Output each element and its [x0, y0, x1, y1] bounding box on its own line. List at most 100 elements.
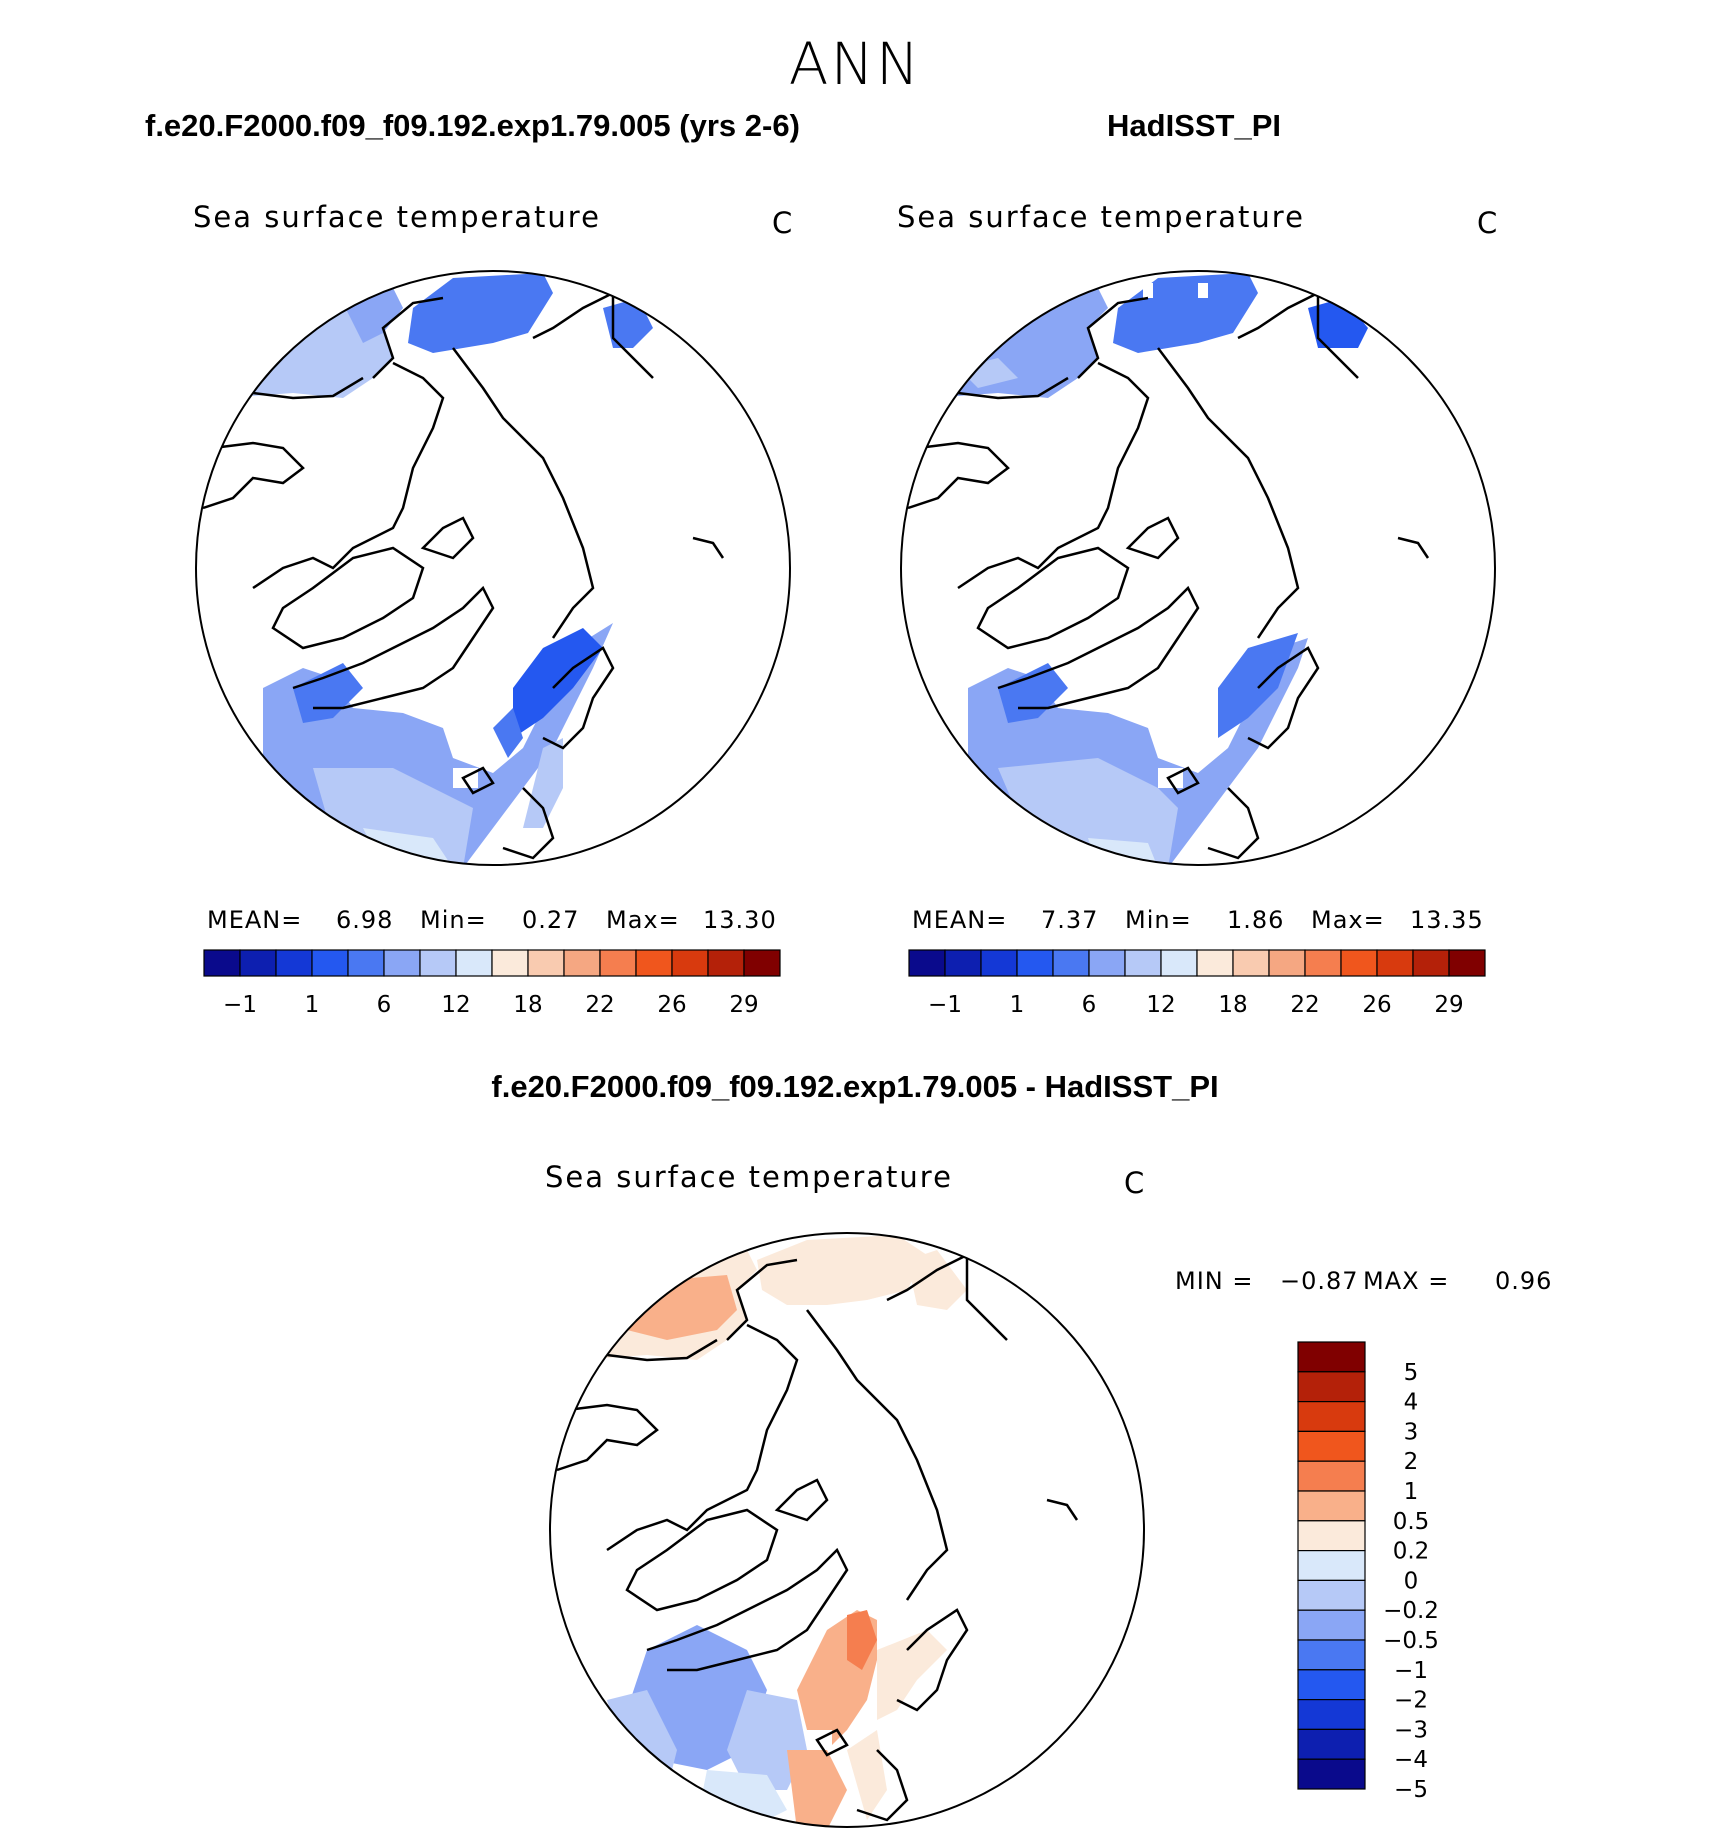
panel2-colorbar: −1 1 6 12 18 22 26 29 [908, 949, 1486, 1018]
diff-colorbar-swatch [1297, 1550, 1366, 1582]
diff-colorbar-tick-label: 0 [1404, 1568, 1419, 1594]
panel1-colorbar-tick-label: 12 [441, 992, 470, 1018]
panel1-colorbar-swatch [347, 949, 385, 977]
diff-max: 0.96 [1495, 1267, 1553, 1295]
panel2-map [900, 270, 1496, 866]
diff-min-label: MIN = [1175, 1267, 1254, 1295]
diff-colorbar-tick-label: 4 [1404, 1390, 1419, 1416]
panel1-colorbar-swatch [671, 949, 709, 977]
panel2-units: C [1477, 206, 1498, 240]
diff-colorbar-tick-label: 5 [1404, 1360, 1419, 1386]
panel2-colorbar-swatch [1088, 949, 1126, 977]
panel2-colorbar-swatch [1268, 949, 1306, 977]
panel1-colorbar-tick-label: 29 [729, 992, 758, 1018]
diff-colorbar-tick-label: −2 [1394, 1688, 1428, 1714]
diff-colorbar-swatch [1297, 1639, 1366, 1671]
diff-colorbar-tick-label: 2 [1404, 1449, 1419, 1475]
panel1-colorbar-tick-label: 22 [585, 992, 614, 1018]
panel2-colorbar-tick-label: 6 [1082, 992, 1097, 1018]
panel1-colorbar-swatch [239, 949, 277, 977]
panel2-max: 13.35 [1410, 906, 1484, 934]
panel2-colorbar-swatch [1412, 949, 1450, 977]
panel2-max-label: Max= [1311, 906, 1385, 934]
panel2-colorbar-tick-label: 18 [1218, 992, 1247, 1018]
panel2-colorbar-swatch [980, 949, 1018, 977]
diff-max-label: MAX = [1363, 1267, 1450, 1295]
diff-colorbar-tick-label: −1 [1394, 1658, 1428, 1684]
panel1-colorbar-swatch [275, 949, 313, 977]
panel2-colorbar-swatch [1448, 949, 1486, 977]
panel1-units: C [772, 206, 793, 240]
panel2-mean: 7.37 [1041, 906, 1099, 934]
diff-units: C [1124, 1166, 1145, 1200]
diff-colorbar-swatch [1297, 1579, 1366, 1611]
panel1-colorbar-swatch [419, 949, 457, 977]
panel1-title: f.e20.F2000.f09_f09.192.exp1.79.005 (yrs… [145, 108, 800, 143]
diff-variable: Sea surface temperature [545, 1160, 953, 1194]
season-title: ANN [788, 30, 922, 98]
panel2-colorbar-tick-label: 22 [1290, 992, 1319, 1018]
panel2-colorbar-tick-label: 26 [1362, 992, 1391, 1018]
panel1-max: 13.30 [703, 906, 777, 934]
panel1-colorbar-swatch [455, 949, 493, 977]
panel1-colorbar-swatch [563, 949, 601, 977]
panel2-colorbar-tick-label: −1 [928, 992, 962, 1018]
diff-colorbar-tick-label: −5 [1394, 1777, 1428, 1803]
panel2-colorbar-swatch [944, 949, 982, 977]
panel2-colorbar-swatch [1124, 949, 1162, 977]
panel1-colorbar-tick-label: 18 [513, 992, 542, 1018]
panel1-colorbar-swatch [635, 949, 673, 977]
diff-colorbar-tick-label: 0.5 [1393, 1509, 1430, 1535]
panel1-colorbar-swatch [743, 949, 781, 977]
diff-colorbar-tick-label: −0.2 [1383, 1598, 1439, 1624]
panel1-colorbar-swatch [491, 949, 529, 977]
panel2-colorbar-swatch [1232, 949, 1270, 977]
panel1-variable: Sea surface temperature [193, 200, 601, 234]
panel2-colorbar-tick-label: 12 [1146, 992, 1175, 1018]
panel1-colorbar-tick-label: 1 [305, 992, 320, 1018]
diff-colorbar-tick-label: 3 [1404, 1419, 1419, 1445]
panel2-colorbar-swatch [1340, 949, 1378, 977]
diff-colorbar-swatch [1297, 1699, 1366, 1731]
panel2-colorbar-swatch [1052, 949, 1090, 977]
panel1-mean: 6.98 [336, 906, 394, 934]
diff-colorbar-swatch [1297, 1728, 1366, 1760]
panel2-colorbar-swatch [1016, 949, 1054, 977]
panel1-colorbar-swatch [599, 949, 637, 977]
diff-colorbar-swatch [1297, 1460, 1366, 1492]
panel1-max-label: Max= [606, 906, 680, 934]
diff-colorbar-swatch [1297, 1430, 1366, 1462]
panel1-colorbar-swatch [383, 949, 421, 977]
panel1-colorbar: −1 1 6 12 18 22 26 29 [203, 949, 781, 1018]
panel1-colorbar-swatch [311, 949, 349, 977]
panel1-colorbar-tick-label: −1 [223, 992, 257, 1018]
diff-title: f.e20.F2000.f09_f09.192.exp1.79.005 - Ha… [491, 1069, 1219, 1104]
panel2-colorbar-tick-label: 29 [1434, 992, 1463, 1018]
panel2-colorbar-swatch [1304, 949, 1342, 977]
diff-colorbar-swatch [1297, 1341, 1366, 1373]
panel1-colorbar-swatch [527, 949, 565, 977]
panel2-min: 1.86 [1227, 906, 1285, 934]
panel1-colorbar-swatch [707, 949, 745, 977]
panel2-colorbar-tick-label: 1 [1010, 992, 1025, 1018]
diff-colorbar-swatch [1297, 1669, 1366, 1701]
diff-colorbar-swatch [1297, 1400, 1366, 1432]
panel1-colorbar-tick-label: 6 [377, 992, 392, 1018]
panel1-colorbar-tick-label: 26 [657, 992, 686, 1018]
panel2-colorbar-swatch [1196, 949, 1234, 977]
diff-colorbar-swatch [1297, 1371, 1366, 1403]
panel2-colorbar-swatch [1160, 949, 1198, 977]
panel1-min-label: Min= [420, 906, 487, 934]
panel2-variable: Sea surface temperature [897, 200, 1305, 234]
panel2-mean-label: MEAN= [912, 906, 1008, 934]
diff-colorbar-tick-label: 1 [1404, 1479, 1419, 1505]
panel2-colorbar-swatch [908, 949, 946, 977]
panel1-mean-label: MEAN= [207, 906, 303, 934]
diff-colorbar-tick-label: −4 [1394, 1747, 1428, 1773]
diff-colorbar: 5 4 3 2 1 0.5 0.2 0 −0.2 −0.5 −1 −2 −3 −4 −5 [1297, 1341, 1439, 1803]
diff-min: −0.87 [1280, 1267, 1359, 1295]
panel1-min: 0.27 [522, 906, 580, 934]
diff-map [549, 1232, 1145, 1828]
diff-colorbar-swatch [1297, 1609, 1366, 1641]
panel1-map [195, 270, 791, 866]
